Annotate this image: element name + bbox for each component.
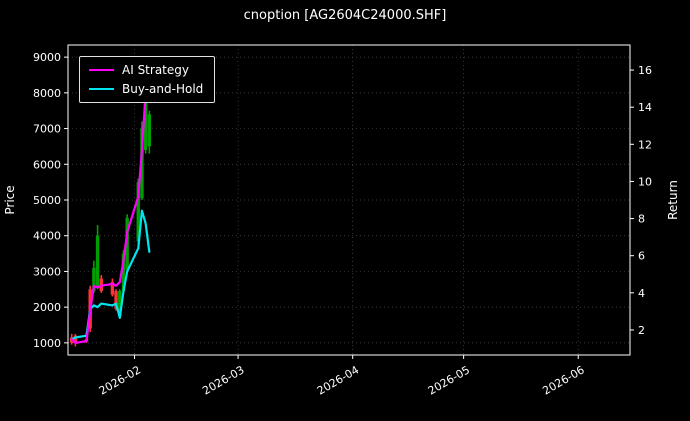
ai-strategy-line-swatch — [89, 69, 114, 71]
y-tick-label: 8000 — [33, 87, 61, 100]
legend-item-ai-strategy: AI Strategy — [89, 63, 203, 77]
y2-tick-label: 10 — [638, 175, 652, 188]
y2-tick-label: 8 — [638, 213, 645, 226]
x-tick-label: 2026-04 — [315, 363, 361, 397]
y-tick-label: 5000 — [33, 194, 61, 207]
y2-tick-label: 6 — [638, 250, 645, 263]
y2-tick-label: 16 — [638, 64, 652, 77]
x-tick-label: 2026-02 — [97, 363, 143, 397]
y2-tick-label: 4 — [638, 287, 645, 300]
y-tick-label: 1000 — [33, 337, 61, 350]
buy-and-hold-line-swatch — [89, 88, 114, 90]
chart-title: cnoption [AG2604C24000.SHF] — [243, 8, 447, 23]
y-tick-label: 9000 — [33, 51, 61, 64]
legend-label: Buy-and-Hold — [122, 82, 204, 96]
y-tick-label: 2000 — [33, 301, 61, 314]
return-axis-label: Return — [666, 180, 680, 220]
legend-label: AI Strategy — [122, 63, 189, 77]
y-tick-label: 3000 — [33, 265, 61, 278]
y2-tick-label: 12 — [638, 138, 652, 151]
x-tick-label: 2026-05 — [426, 363, 472, 397]
y2-tick-label: 14 — [638, 101, 652, 114]
x-tick-label: 2026-06 — [540, 363, 586, 397]
y-tick-label: 6000 — [33, 158, 61, 171]
y-tick-label: 4000 — [33, 230, 61, 243]
y2-tick-label: 2 — [638, 324, 645, 337]
y-tick-label: 7000 — [33, 123, 61, 136]
series-line-ai-strategy — [70, 91, 147, 344]
legend: AI Strategy Buy-and-Hold — [79, 56, 216, 103]
price-axis-label: Price — [3, 185, 17, 214]
x-tick-label: 2026-03 — [200, 363, 246, 397]
legend-item-buy-and-hold: Buy-and-Hold — [89, 82, 203, 96]
